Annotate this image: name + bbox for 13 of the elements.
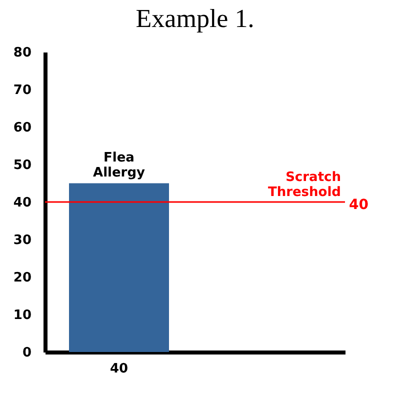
y-tick-label: 0	[22, 346, 32, 360]
text: 40	[349, 197, 369, 213]
annotation: Flea Allergy	[93, 150, 146, 180]
chart-title: Example 1.	[136, 4, 254, 33]
y-tick-label: 40	[13, 196, 32, 210]
y-tick-label: 80	[13, 46, 32, 60]
y-tick-label: 70	[13, 83, 32, 98]
y-tick-label: 60	[13, 120, 32, 136]
y-tick-label: 20	[13, 270, 32, 286]
ref-line-label: Scratch Threshold	[268, 170, 341, 200]
y-tick-label: 50	[13, 158, 32, 173]
y-tick-label: 10	[13, 308, 32, 323]
y-tick-label: 30	[13, 233, 32, 248]
